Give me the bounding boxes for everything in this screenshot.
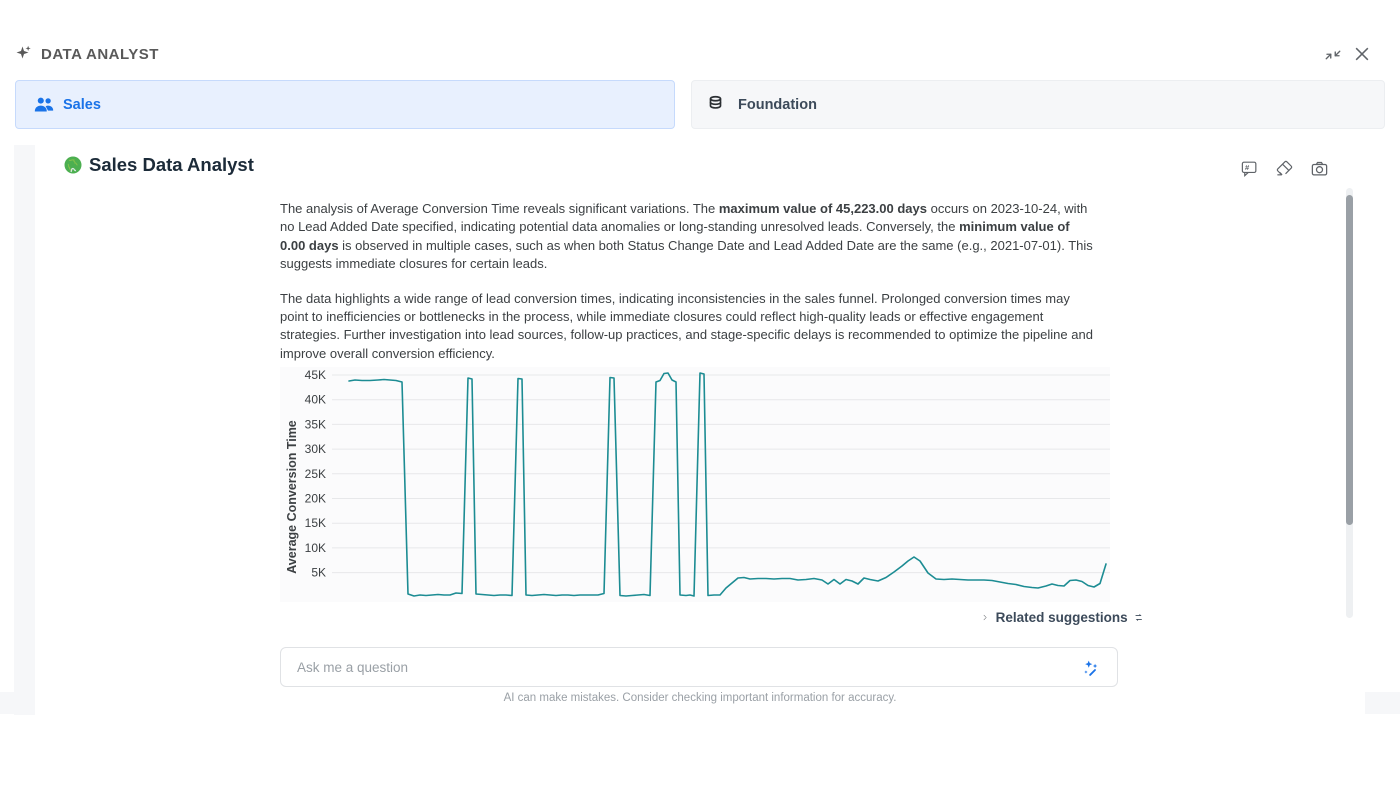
svg-text:20K: 20K bbox=[305, 492, 326, 506]
svg-text:30K: 30K bbox=[305, 442, 326, 456]
svg-text:35K: 35K bbox=[305, 417, 326, 431]
svg-text:#: # bbox=[1245, 163, 1250, 172]
svg-text:5K: 5K bbox=[311, 566, 326, 580]
svg-text:10K: 10K bbox=[305, 541, 326, 555]
svg-text:40K: 40K bbox=[305, 393, 326, 407]
svg-text:25K: 25K bbox=[305, 467, 326, 481]
svg-text:Average Conversion Time: Average Conversion Time bbox=[285, 420, 299, 574]
svg-text:45K: 45K bbox=[305, 368, 326, 382]
svg-text:15K: 15K bbox=[305, 516, 326, 530]
